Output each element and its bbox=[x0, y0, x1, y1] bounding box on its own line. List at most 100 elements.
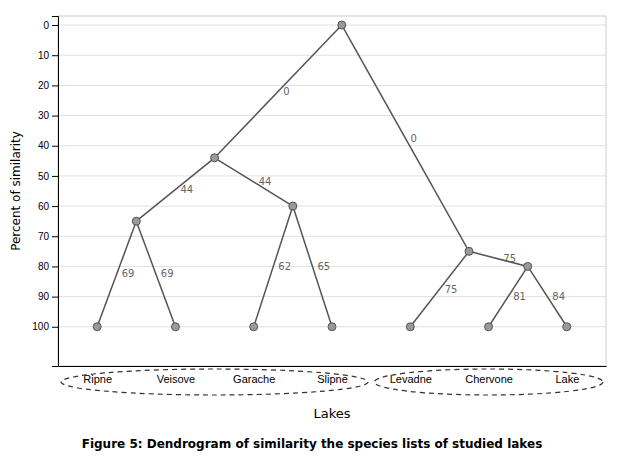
x-tick: Chervone bbox=[465, 373, 513, 385]
link bbox=[136, 158, 214, 221]
leaf-node bbox=[93, 323, 101, 331]
edge-label: 69 bbox=[122, 268, 135, 279]
link bbox=[215, 158, 293, 206]
link bbox=[469, 251, 528, 266]
y-tick-label: 10 bbox=[38, 50, 50, 61]
y-tick: 70 bbox=[38, 231, 58, 242]
x-tick-label: Veisove bbox=[157, 373, 196, 385]
y-tick: 20 bbox=[38, 80, 58, 91]
y-tick: 90 bbox=[38, 291, 58, 302]
edge-label: 75 bbox=[445, 284, 458, 295]
y-tick-mark bbox=[52, 146, 58, 147]
grid-line bbox=[58, 145, 606, 146]
edge-label: 0 bbox=[283, 86, 289, 97]
y-tick-label: 50 bbox=[38, 171, 50, 182]
y-tick-label: 40 bbox=[38, 140, 50, 151]
leaf-node bbox=[171, 323, 179, 331]
y-tick-label: 60 bbox=[38, 201, 50, 212]
y-tick: 10 bbox=[38, 50, 58, 61]
link bbox=[410, 251, 469, 326]
x-tick-label: Chervone bbox=[465, 373, 513, 385]
y-tick-label: 90 bbox=[38, 291, 50, 302]
leaf-node bbox=[328, 323, 336, 331]
edge-label: 84 bbox=[552, 291, 565, 302]
grid-line bbox=[58, 85, 606, 86]
y-axis: 0 10 20 30 40 50 60 70 80 90 100 bbox=[32, 17, 58, 367]
edge-label: 75 bbox=[503, 253, 516, 264]
x-tick: Lake bbox=[555, 373, 579, 385]
x-tick-label: Lake bbox=[555, 373, 579, 385]
leaf-node bbox=[563, 323, 571, 331]
leaf-node bbox=[406, 323, 414, 331]
link bbox=[254, 206, 293, 327]
y-tick-label: 70 bbox=[38, 231, 50, 242]
plot: 0 10 20 30 40 50 60 70 80 90 100 Ripne Veisove Garach… bbox=[32, 16, 606, 395]
grid-line bbox=[58, 175, 606, 176]
x-tick-label: Ripne bbox=[83, 373, 112, 385]
y-tick: 60 bbox=[38, 201, 58, 212]
edge-label: 69 bbox=[161, 268, 174, 279]
y-tick: 100 bbox=[32, 321, 58, 332]
y-tick-mark bbox=[52, 25, 58, 26]
link bbox=[215, 25, 342, 158]
link bbox=[293, 206, 332, 327]
nodes bbox=[93, 21, 571, 331]
x-axis-title: Lakes bbox=[313, 406, 350, 421]
y-tick-mark bbox=[52, 85, 58, 86]
merge-node bbox=[338, 21, 346, 29]
y-axis-line bbox=[52, 17, 59, 367]
x-axis-line bbox=[59, 366, 607, 367]
y-tick: 0 bbox=[43, 20, 58, 31]
edge-label: 0 bbox=[410, 133, 416, 144]
edge-label: 44 bbox=[259, 176, 272, 187]
grid-line bbox=[58, 25, 606, 26]
y-tick: 80 bbox=[38, 261, 58, 272]
y-tick-mark bbox=[52, 116, 58, 117]
plot-frame bbox=[58, 16, 606, 366]
edge-label: 44 bbox=[180, 184, 193, 195]
y-tick-label: 30 bbox=[38, 110, 50, 121]
group-ellipse bbox=[61, 369, 368, 395]
x-tick: Veisove bbox=[157, 373, 196, 385]
y-axis-title: Percent of similarity bbox=[9, 131, 23, 251]
grid bbox=[58, 25, 606, 327]
group-ellipse bbox=[374, 369, 603, 395]
edge-label: 81 bbox=[513, 291, 526, 302]
y-tick-mark bbox=[52, 266, 58, 267]
link bbox=[489, 266, 528, 326]
merge-node bbox=[211, 154, 219, 162]
y-tick: 50 bbox=[38, 171, 58, 182]
merge-node bbox=[465, 247, 473, 255]
grid-line bbox=[58, 115, 606, 116]
y-tick-mark bbox=[52, 176, 58, 177]
y-tick-label: 80 bbox=[38, 261, 50, 272]
chart: 0 10 20 30 40 50 60 70 80 90 100 Ripne Veisove Garach… bbox=[0, 0, 624, 462]
x-axis: RipneVeisoveGaracheSlipneLevadneChervone… bbox=[59, 367, 607, 385]
dendrogram bbox=[93, 21, 571, 331]
y-tick-label: 100 bbox=[32, 321, 49, 332]
y-tick-mark bbox=[52, 327, 58, 328]
y-tick: 30 bbox=[38, 110, 58, 121]
x-tick: Ripne bbox=[83, 373, 112, 385]
y-tick: 40 bbox=[38, 140, 58, 151]
y-tick-label: 0 bbox=[43, 20, 49, 31]
grid-line bbox=[58, 206, 606, 207]
edge-label: 62 bbox=[278, 261, 291, 272]
edge-labels: 69 69 62 65 44 44 81 84 75 75 0 0 bbox=[122, 86, 565, 302]
edge-label: 65 bbox=[317, 261, 330, 272]
leaf-node bbox=[485, 323, 493, 331]
x-tick-label: Garache bbox=[233, 373, 275, 385]
y-tick-mark bbox=[52, 297, 58, 298]
link bbox=[97, 221, 136, 327]
link bbox=[342, 25, 469, 251]
x-tick: Garache bbox=[233, 373, 275, 385]
y-tick-label: 20 bbox=[38, 80, 50, 91]
merge-node bbox=[524, 262, 532, 270]
group-ellipses bbox=[61, 369, 603, 395]
links bbox=[97, 25, 567, 327]
y-tick-mark bbox=[52, 55, 58, 56]
title: Figure 5: Dendrogram of similarity the s… bbox=[82, 437, 543, 451]
grid-line bbox=[58, 236, 606, 237]
y-tick-mark bbox=[52, 206, 58, 207]
y-tick-mark bbox=[52, 236, 58, 237]
